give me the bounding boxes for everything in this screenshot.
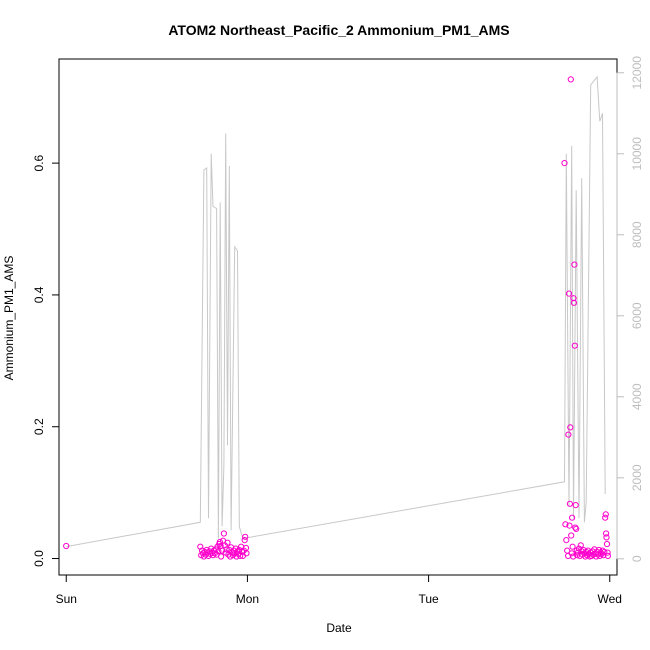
data-point	[570, 299, 578, 306]
data-point	[563, 537, 570, 544]
data-point	[566, 500, 574, 507]
data-point	[570, 295, 577, 302]
data-point	[602, 511, 609, 518]
data-point	[602, 514, 609, 521]
y-tick-label: 0.2	[32, 418, 46, 435]
series-line-group	[66, 75, 606, 548]
data-point	[571, 261, 578, 268]
data-point	[603, 530, 610, 537]
y-axis-label: Ammonium_PM1_AMS	[2, 256, 16, 381]
data-point	[596, 552, 603, 560]
chart-title: ATOM2 Northeast_Pacific_2 Ammonium_PM1_A…	[168, 22, 509, 38]
series-line	[66, 75, 606, 548]
data-point	[218, 553, 225, 560]
data-point	[571, 342, 578, 349]
y2-tick-label: 10000	[630, 137, 644, 171]
x-axis-label: Date	[326, 621, 352, 635]
y-tick-label: 0.4	[32, 286, 46, 303]
data-point	[566, 522, 573, 529]
data-point	[577, 542, 584, 549]
data-point	[565, 431, 572, 438]
plot-frame	[58, 58, 618, 576]
data-point	[603, 534, 610, 541]
data-point	[568, 550, 575, 557]
data-point	[568, 532, 575, 539]
x-tick-label: Wed	[598, 592, 622, 606]
y2-tick-label: 8000	[630, 221, 644, 248]
x-axis: Sun Mon Tue Wed	[56, 574, 622, 606]
y2-tick-label: 4000	[630, 383, 644, 410]
y-axis-right: 0 2000 4000 6000 8000 10000 12000	[616, 56, 644, 562]
data-point	[569, 514, 576, 521]
data-point	[63, 542, 70, 550]
data-point	[573, 525, 580, 533]
data-point	[220, 530, 227, 537]
data-point	[241, 537, 248, 544]
y-tick-label: 0.6	[32, 154, 46, 171]
data-point	[216, 538, 223, 546]
data-point	[572, 524, 579, 531]
y-tick-label: 0.0	[32, 550, 46, 567]
y2-tick-label: 12000	[630, 56, 644, 90]
data-point	[567, 76, 574, 83]
data-point	[569, 543, 576, 550]
data-point	[224, 539, 231, 546]
x-tick-label: Tue	[418, 592, 439, 606]
data-point	[242, 533, 249, 540]
data-point	[562, 521, 569, 528]
y2-tick-label: 2000	[630, 464, 644, 491]
data-point	[565, 552, 572, 560]
data-point	[228, 549, 236, 556]
x-tick-label: Sun	[56, 592, 77, 606]
y2-tick-label: 0	[630, 555, 644, 562]
data-point	[567, 424, 574, 431]
series-points-group	[63, 76, 612, 560]
data-point	[604, 549, 611, 556]
data-point	[243, 550, 250, 557]
data-point	[601, 548, 608, 556]
data-point	[604, 552, 612, 560]
y-axis-left: 0.0 0.2 0.4 0.6	[32, 154, 60, 567]
data-point	[603, 540, 611, 548]
x-tick-label: Mon	[236, 592, 259, 606]
data-point	[565, 290, 573, 297]
y2-tick-label: 6000	[630, 302, 644, 329]
data-point	[572, 502, 579, 509]
data-point	[570, 553, 577, 560]
data-point	[561, 160, 568, 167]
data-point	[215, 548, 222, 555]
data-point	[201, 548, 208, 556]
